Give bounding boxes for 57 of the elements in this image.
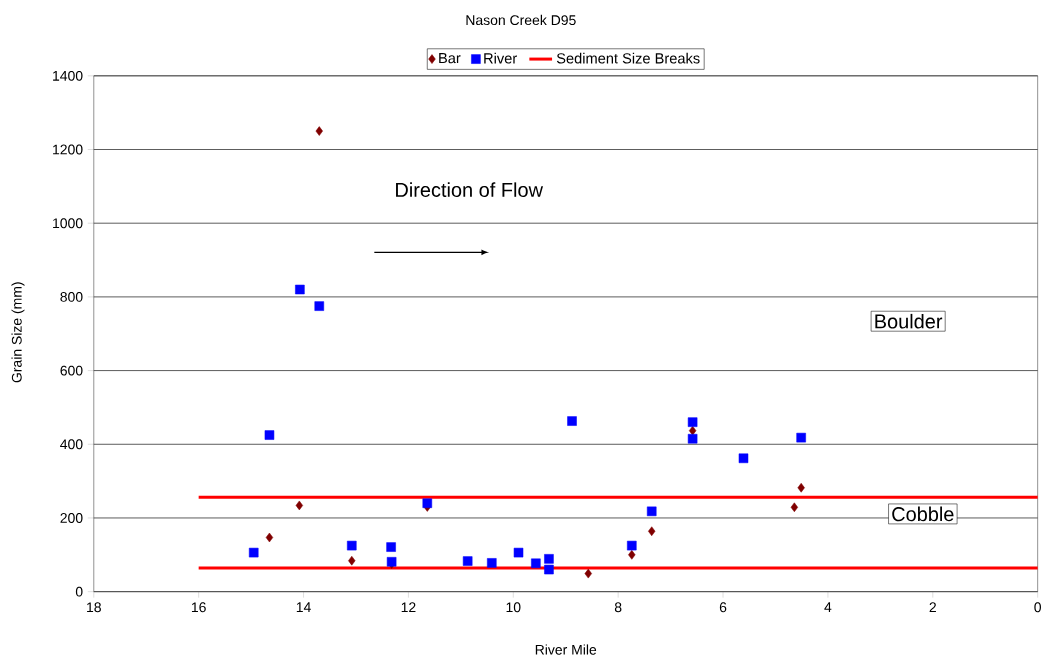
point xyxy=(348,556,356,566)
point xyxy=(687,417,698,428)
point xyxy=(790,502,798,513)
y-tick-label: 400 xyxy=(60,439,83,450)
point xyxy=(796,433,806,443)
point xyxy=(544,554,554,564)
x-tick-label: 10 xyxy=(506,602,521,613)
point xyxy=(738,453,749,464)
point xyxy=(584,569,592,579)
point xyxy=(687,434,698,444)
y-tick-label: 200 xyxy=(60,513,83,524)
point xyxy=(797,483,805,493)
x-tick-label: 14 xyxy=(296,602,311,613)
point xyxy=(531,558,541,569)
point xyxy=(386,542,396,553)
point xyxy=(648,526,656,537)
y-tick-label: 1400 xyxy=(53,71,83,82)
chart-title: Nason Creek D95 xyxy=(466,15,576,26)
y-tick-label: 1000 xyxy=(53,218,83,229)
x-tick-label: 4 xyxy=(824,602,832,613)
y-tick-label: 800 xyxy=(60,292,83,303)
point xyxy=(646,506,657,517)
annotation: Direction of Flow xyxy=(396,182,544,198)
point xyxy=(462,556,473,567)
point xyxy=(544,565,554,575)
point xyxy=(513,548,524,558)
legend-label: Sediment Size Breaks xyxy=(556,53,700,64)
point xyxy=(567,416,577,427)
point xyxy=(265,532,274,543)
point xyxy=(314,301,325,312)
point xyxy=(628,550,636,560)
y-tick-label: 0 xyxy=(75,586,83,597)
x-tick-label: 8 xyxy=(614,602,622,613)
point xyxy=(264,430,275,441)
point xyxy=(295,500,303,511)
x-tick-label: 2 xyxy=(929,602,936,613)
point xyxy=(315,126,323,137)
x-tick-label: 12 xyxy=(401,602,416,613)
x-axis-title: River Mile xyxy=(535,644,597,655)
legend-label: River xyxy=(484,53,517,64)
x-tick-label: 6 xyxy=(719,602,727,613)
point xyxy=(487,558,497,568)
annotation: Cobble xyxy=(892,506,954,522)
x-tick-label: 0 xyxy=(1034,602,1041,613)
point xyxy=(627,541,637,551)
x-tick-label: 16 xyxy=(191,602,206,613)
legend-label: Bar xyxy=(439,53,461,64)
y-axis-title: Grain Size (mm) xyxy=(11,282,25,383)
point xyxy=(295,285,305,295)
x-tick-label: 18 xyxy=(87,602,101,613)
y-tick-label: 600 xyxy=(60,365,83,376)
point xyxy=(248,548,259,558)
point xyxy=(688,426,697,436)
point xyxy=(422,498,433,509)
annotation: Boulder xyxy=(875,314,943,329)
y-tick-label: 1200 xyxy=(53,144,83,155)
point xyxy=(347,541,357,551)
